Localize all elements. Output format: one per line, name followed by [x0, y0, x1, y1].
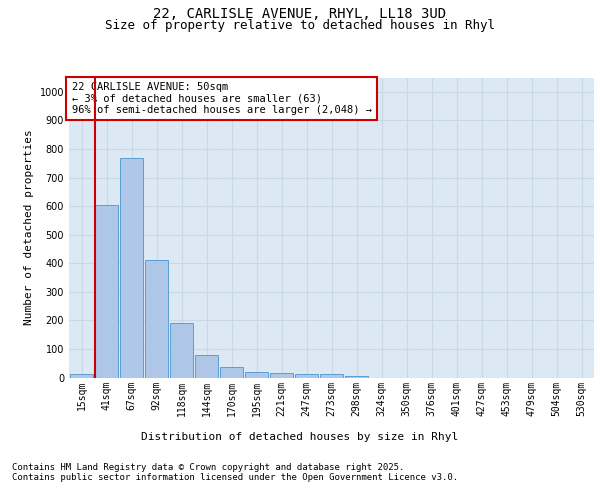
- Bar: [70, 374, 93, 378]
- Bar: [195, 355, 218, 378]
- Text: Size of property relative to detached houses in Rhyl: Size of property relative to detached ho…: [105, 18, 495, 32]
- Bar: [95, 204, 118, 378]
- Bar: [320, 374, 343, 378]
- Text: Distribution of detached houses by size in Rhyl: Distribution of detached houses by size …: [142, 432, 458, 442]
- Bar: [245, 372, 268, 378]
- Text: 22 CARLISLE AVENUE: 50sqm
← 3% of detached houses are smaller (63)
96% of semi-d: 22 CARLISLE AVENUE: 50sqm ← 3% of detach…: [71, 82, 371, 115]
- Bar: [170, 322, 193, 378]
- Text: Contains public sector information licensed under the Open Government Licence v3: Contains public sector information licen…: [12, 473, 458, 482]
- Y-axis label: Number of detached properties: Number of detached properties: [24, 130, 34, 326]
- Bar: [145, 260, 168, 378]
- Bar: [220, 367, 243, 378]
- Bar: [270, 373, 293, 378]
- Bar: [345, 376, 368, 378]
- Bar: [120, 158, 143, 378]
- Bar: [295, 374, 318, 378]
- Text: 22, CARLISLE AVENUE, RHYL, LL18 3UD: 22, CARLISLE AVENUE, RHYL, LL18 3UD: [154, 8, 446, 22]
- Text: Contains HM Land Registry data © Crown copyright and database right 2025.: Contains HM Land Registry data © Crown c…: [12, 464, 404, 472]
